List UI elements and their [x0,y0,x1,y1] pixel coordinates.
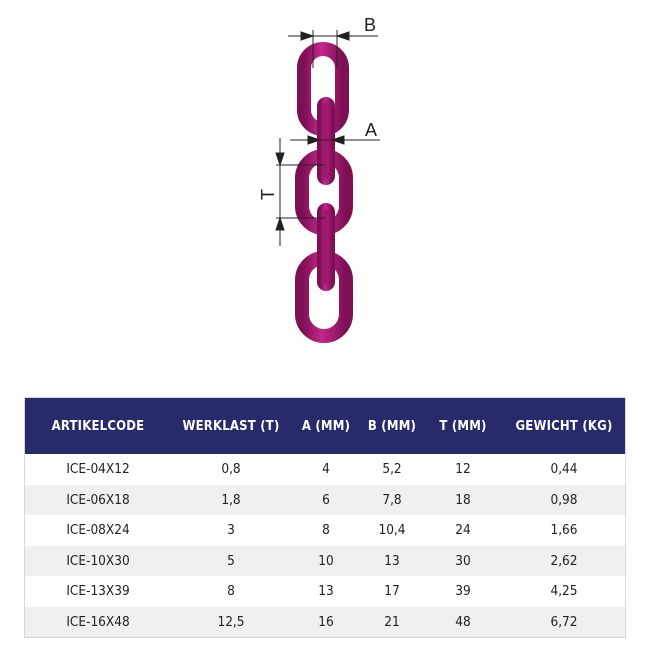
cell-t: 12 [455,461,471,478]
header-gewicht: GEWICHT (KG) [503,397,626,454]
cell-a: 16 [291,606,361,638]
cell-werklast: 8 [227,583,235,600]
cell-gewicht: 0,44 [550,461,578,478]
header-a: A (MM) [291,397,361,454]
chain-links [295,42,353,343]
cell-a: 6 [291,484,361,515]
cell-t: 30 [423,545,503,576]
chain-link-4 [317,203,335,291]
dimension-label-b: B [364,15,376,35]
cell-b: 5,2 [382,461,402,478]
cell-gewicht: 4,25 [550,583,578,600]
cell-artikelcode: ICE-06X18 [24,484,171,515]
cell-artikelcode: ICE-13X39 [66,583,130,600]
specification-table: ARTIKELCODE WERKLAST (T) A (MM) B (MM) T… [24,397,626,638]
table-row: ICE-13X39 8 13 17 39 4,25 [25,576,626,607]
table-row: ICE-04X12 0,8 4 5,2 12 0,44 [25,454,626,485]
cell-gewicht: 0,98 [503,484,626,515]
cell-artikelcode: ICE-16X48 [24,606,171,638]
cell-gewicht: 1,66 [550,522,578,539]
cell-a: 13 [318,583,334,600]
header-artikelcode: ARTIKELCODE [24,397,171,454]
cell-t: 18 [423,484,503,515]
dimension-label-a: A [365,120,377,140]
table-row: ICE-06X18 1,8 6 7,8 18 0,98 [24,484,626,515]
cell-werklast: 5 [171,545,291,576]
cell-a: 8 [322,522,330,539]
cell-gewicht: 6,72 [503,606,626,638]
cell-gewicht: 2,62 [503,545,626,576]
table-row: ICE-16X48 12,5 16 21 48 6,72 [24,606,626,638]
header-t: T (MM) [423,397,503,454]
header-b: B (MM) [361,397,423,454]
table-row: ICE-08X24 3 8 10,4 24 1,66 [25,515,626,546]
cell-artikelcode: ICE-08X24 [66,522,130,539]
cell-t: 24 [455,522,471,539]
cell-artikelcode: ICE-10X30 [24,545,171,576]
cell-t: 48 [423,606,503,638]
cell-b: 21 [361,606,423,638]
cell-b: 13 [361,545,423,576]
cell-werklast: 0,8 [221,461,241,478]
table-row: ICE-10X30 5 10 13 30 2,62 [24,545,626,576]
table-header-row: ARTIKELCODE WERKLAST (T) A (MM) B (MM) T… [24,397,626,454]
chain-diagram: B A T [258,15,380,343]
header-werklast: WERKLAST (T) [171,397,291,454]
dimension-lines [275,30,380,246]
cell-b: 17 [384,583,400,600]
chain-link-2 [317,97,335,185]
dimension-label-t: T [258,189,278,200]
cell-t: 39 [455,583,471,600]
cell-werklast: 12,5 [171,606,291,638]
cell-a: 4 [322,461,330,478]
cell-werklast: 3 [227,522,235,539]
cell-werklast: 1,8 [171,484,291,515]
cell-a: 10 [291,545,361,576]
cell-b: 10,4 [378,522,406,539]
cell-b: 7,8 [361,484,423,515]
cell-artikelcode: ICE-04X12 [66,461,130,478]
